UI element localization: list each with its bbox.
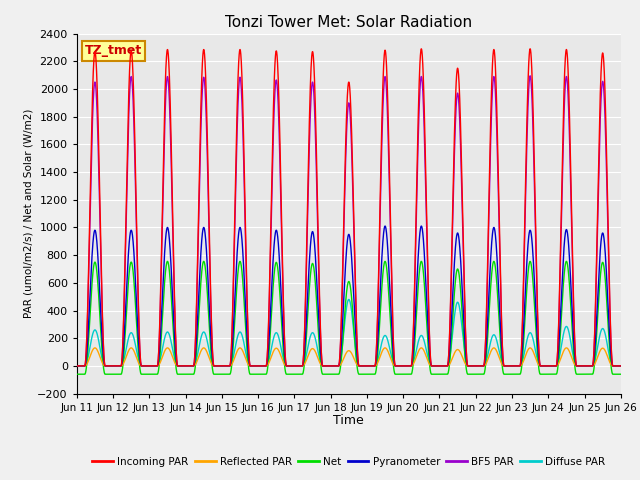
Title: Tonzi Tower Met: Solar Radiation: Tonzi Tower Met: Solar Radiation [225, 15, 472, 30]
Legend: Incoming PAR, Reflected PAR, Net, Pyranometer, BF5 PAR, Diffuse PAR: Incoming PAR, Reflected PAR, Net, Pyrano… [88, 453, 609, 471]
X-axis label: Time: Time [333, 414, 364, 427]
Y-axis label: PAR (umol/m2/s) / Net and Solar (W/m2): PAR (umol/m2/s) / Net and Solar (W/m2) [23, 109, 33, 318]
Text: TZ_tmet: TZ_tmet [85, 44, 142, 58]
